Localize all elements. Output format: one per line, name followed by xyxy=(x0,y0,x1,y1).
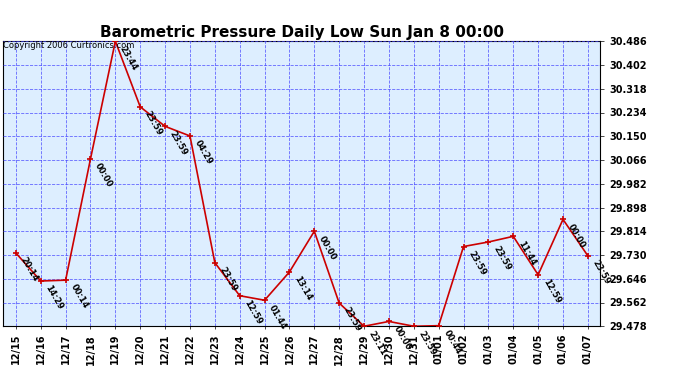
Text: 23:59: 23:59 xyxy=(168,129,189,157)
Text: 13:14: 13:14 xyxy=(293,275,313,302)
Text: 04:29: 04:29 xyxy=(193,139,214,166)
Text: 23:59: 23:59 xyxy=(491,245,512,272)
Text: 00:00: 00:00 xyxy=(392,324,413,352)
Text: 23:59: 23:59 xyxy=(143,110,164,137)
Title: Barometric Pressure Daily Low Sun Jan 8 00:00: Barometric Pressure Daily Low Sun Jan 8 … xyxy=(100,25,504,40)
Text: 11:44: 11:44 xyxy=(516,239,538,267)
Text: 00:44: 00:44 xyxy=(442,328,462,356)
Text: 23:59: 23:59 xyxy=(342,306,363,333)
Text: 00:00: 00:00 xyxy=(317,234,338,261)
Text: Copyright 2006 Curtronics.com: Copyright 2006 Curtronics.com xyxy=(3,41,135,50)
Text: 23:11: 23:11 xyxy=(367,329,388,357)
Text: 23:59: 23:59 xyxy=(466,249,487,277)
Text: 23:59: 23:59 xyxy=(417,329,437,357)
Text: 20:14: 20:14 xyxy=(19,256,40,284)
Text: 00:00: 00:00 xyxy=(93,162,115,189)
Text: 00:14: 00:14 xyxy=(68,283,90,310)
Text: 01:44: 01:44 xyxy=(267,303,288,331)
Text: 23:59: 23:59 xyxy=(217,266,239,293)
Text: 23:59: 23:59 xyxy=(591,259,612,286)
Text: 23:44: 23:44 xyxy=(118,44,139,72)
Text: 12:59: 12:59 xyxy=(541,278,562,305)
Text: 14:29: 14:29 xyxy=(43,284,65,312)
Text: 12:59: 12:59 xyxy=(242,298,264,326)
Text: 00:00: 00:00 xyxy=(566,222,586,249)
